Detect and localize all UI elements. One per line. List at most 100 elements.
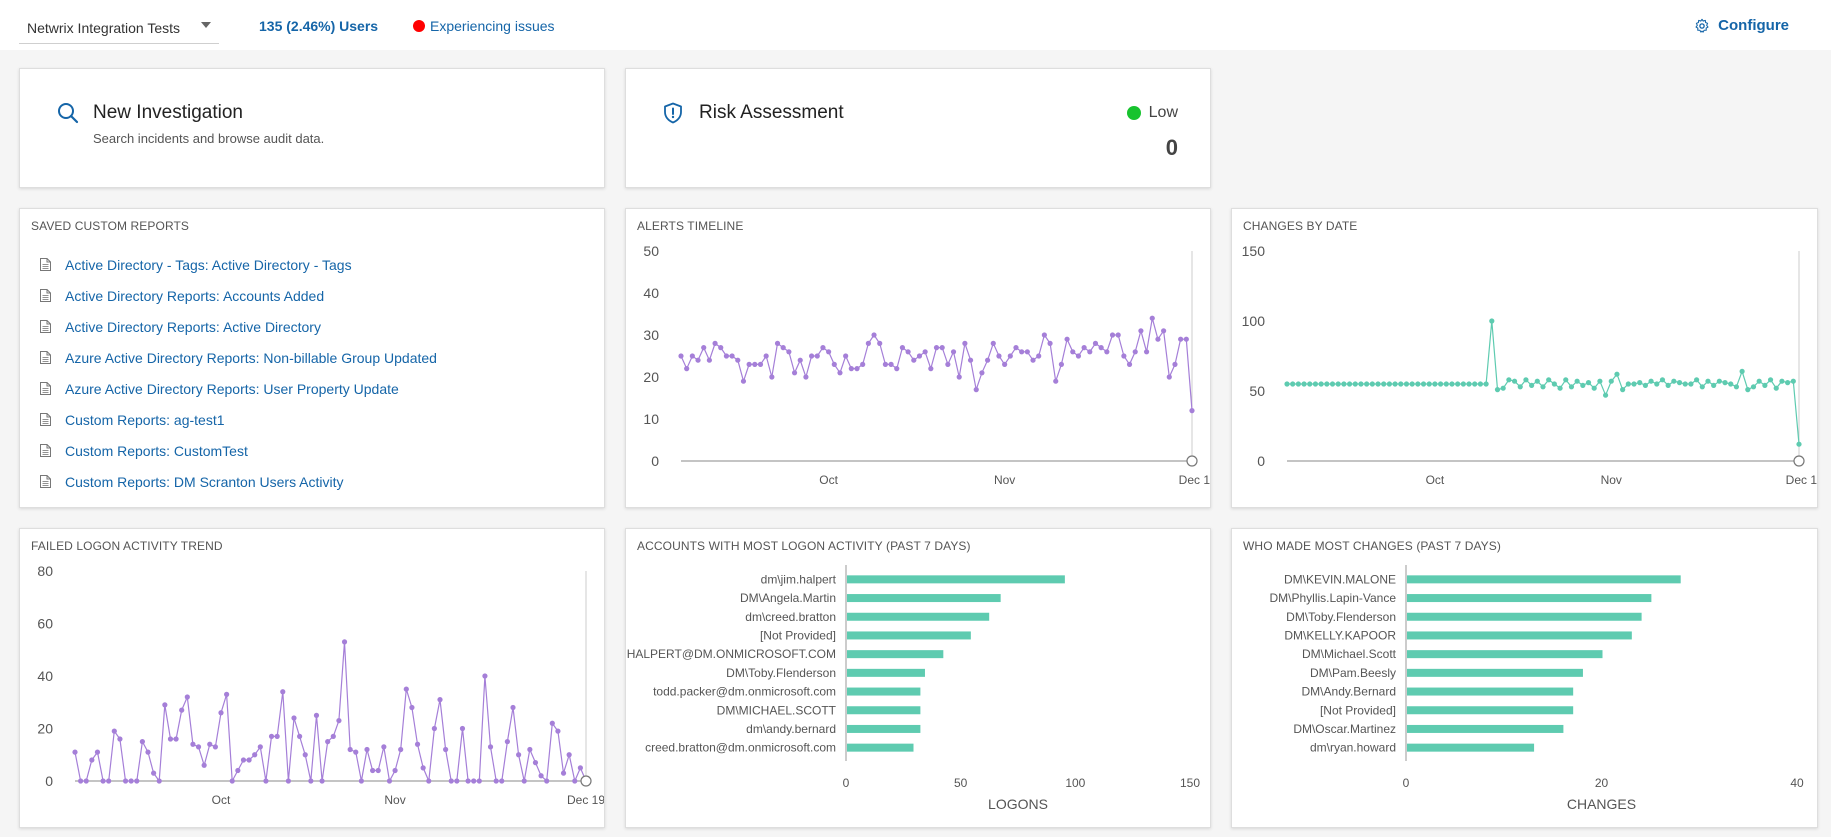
y-tick-label: 40 xyxy=(37,668,53,684)
data-point xyxy=(1659,377,1666,383)
data-point xyxy=(1047,340,1053,346)
workspace-selector[interactable]: Netwrix Integration Tests xyxy=(19,12,219,44)
data-point xyxy=(555,728,561,734)
bar[interactable] xyxy=(847,724,921,733)
saved-report-link[interactable]: Custom Reports: DM Scranton Users Activi… xyxy=(65,473,344,490)
saved-report-link[interactable]: Azure Active Directory Reports: Non-bill… xyxy=(65,349,437,366)
data-point xyxy=(939,345,945,351)
bar[interactable] xyxy=(1407,631,1632,640)
saved-report-link[interactable]: Azure Active Directory Reports: User Pro… xyxy=(65,380,399,397)
category-label: DM\Angela.Martin xyxy=(740,591,836,605)
saved-report-link[interactable]: Custom Reports: CustomTest xyxy=(65,442,248,459)
data-point xyxy=(420,765,426,771)
risk-level-label: Low xyxy=(1148,104,1178,121)
data-point xyxy=(1143,349,1150,355)
data-point xyxy=(1013,345,1019,351)
data-point xyxy=(465,778,471,784)
status-link[interactable]: Experiencing issues xyxy=(413,18,555,34)
changes-chart: 0 50 100 150 Oct Nov Dec 19 xyxy=(1242,243,1817,487)
data-point xyxy=(156,778,162,784)
new-investigation-card[interactable]: New Investigation Search incidents and b… xyxy=(19,68,605,188)
data-point xyxy=(516,752,522,758)
data-point xyxy=(443,746,449,753)
data-point xyxy=(797,357,803,363)
data-point xyxy=(1426,381,1432,387)
bar[interactable] xyxy=(1407,668,1583,677)
x-tick-label: 0 xyxy=(1403,776,1410,790)
data-point xyxy=(1557,385,1563,391)
data-point xyxy=(1551,381,1557,387)
data-point xyxy=(1762,382,1768,388)
data-point xyxy=(1779,378,1785,384)
configure-button[interactable]: Configure xyxy=(1694,17,1789,34)
bar[interactable] xyxy=(847,706,921,715)
data-point xyxy=(712,340,718,346)
saved-report-item[interactable]: Active Directory - Tags: Active Director… xyxy=(40,249,437,280)
document-icon xyxy=(40,258,51,271)
bar[interactable] xyxy=(1407,687,1574,696)
end-marker xyxy=(1793,455,1805,467)
data-point xyxy=(922,349,928,355)
failed-logon-card: FAILED LOGON ACTIVITY TREND 0 20 40 60 80 Oct… xyxy=(19,528,605,828)
bar[interactable] xyxy=(847,612,990,621)
data-point xyxy=(746,361,752,367)
data-point xyxy=(769,374,775,380)
bar[interactable] xyxy=(1407,724,1564,733)
saved-report-item[interactable]: Active Directory Reports: Active Directo… xyxy=(40,311,437,342)
x-tick-label: Oct xyxy=(212,793,231,807)
bar[interactable] xyxy=(1407,612,1642,621)
users-link[interactable]: 135 (2.46%) Users xyxy=(259,18,379,34)
y-tick-label: 30 xyxy=(643,327,659,343)
data-point xyxy=(459,725,466,732)
bar[interactable] xyxy=(1407,743,1535,752)
category-label: DM\Oscar.Martinez xyxy=(1293,722,1396,736)
saved-report-link[interactable]: Custom Reports: ag-test1 xyxy=(65,411,225,428)
data-point xyxy=(381,744,387,750)
data-point xyxy=(1070,349,1076,355)
bar[interactable] xyxy=(1407,575,1681,584)
data-point xyxy=(577,765,583,771)
data-point xyxy=(1790,378,1796,384)
bar[interactable] xyxy=(847,687,921,696)
data-point xyxy=(218,710,224,716)
bar[interactable] xyxy=(847,668,925,677)
bar[interactable] xyxy=(847,743,914,752)
data-point xyxy=(1104,349,1110,355)
data-point xyxy=(392,767,398,774)
saved-report-item[interactable]: Active Directory Reports: Accounts Added xyxy=(40,280,437,311)
bar[interactable] xyxy=(847,594,1001,603)
data-point xyxy=(482,673,488,679)
x-axis-label: LOGONS xyxy=(988,796,1048,812)
data-point xyxy=(1796,441,1802,447)
bar[interactable] xyxy=(1407,650,1603,659)
bar[interactable] xyxy=(847,650,944,659)
saved-report-link[interactable]: Active Directory Reports: Active Directo… xyxy=(65,318,321,335)
data-point xyxy=(928,366,934,372)
data-point xyxy=(1580,382,1586,388)
saved-report-item[interactable]: Azure Active Directory Reports: User Pro… xyxy=(40,373,437,404)
data-point xyxy=(729,353,735,359)
data-point xyxy=(330,733,336,739)
bar[interactable] xyxy=(1407,706,1574,715)
search-icon xyxy=(58,103,79,124)
data-point xyxy=(791,370,798,376)
saved-report-item[interactable]: Azure Active Directory Reports: Non-bill… xyxy=(40,342,437,373)
risk-assessment-card[interactable]: Risk Assessment Low 0 xyxy=(625,68,1211,188)
bar[interactable] xyxy=(847,631,971,640)
saved-report-item[interactable]: Custom Reports: CustomTest xyxy=(40,435,437,466)
data-point xyxy=(94,749,101,755)
saved-report-item[interactable]: Custom Reports: DM Scranton Users Activi… xyxy=(40,466,437,497)
data-point xyxy=(848,366,854,372)
bar[interactable] xyxy=(1407,594,1652,603)
data-point xyxy=(1716,378,1722,384)
data-point xyxy=(532,760,539,766)
x-tick-label: 0 xyxy=(843,776,850,790)
data-point xyxy=(111,728,117,734)
saved-report-link[interactable]: Active Directory Reports: Accounts Added xyxy=(65,287,325,304)
bar[interactable] xyxy=(847,575,1065,584)
saved-report-item[interactable]: Custom Reports: ag-test1 xyxy=(40,404,437,435)
data-point xyxy=(1335,381,1341,387)
x-tick-label: 20 xyxy=(1595,776,1609,790)
saved-report-link[interactable]: Active Directory - Tags: Active Director… xyxy=(65,256,352,273)
risk-level: Low xyxy=(1126,104,1178,122)
